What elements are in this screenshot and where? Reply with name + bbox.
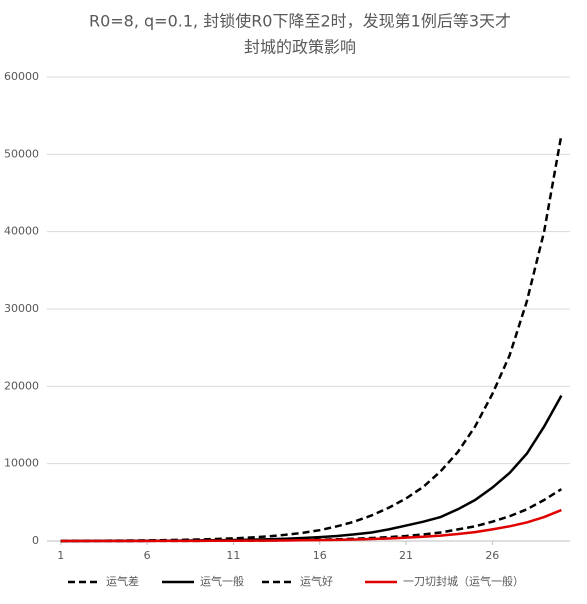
legend-label: 运气差 <box>106 574 139 588</box>
chart-title: 封城的政策影响 <box>244 38 356 57</box>
legend-label: 运气好 <box>300 574 333 588</box>
x-tick-label: 6 <box>144 549 151 562</box>
series-line <box>60 395 563 543</box>
x-tick-label: 11 <box>226 549 240 562</box>
y-tick-label: 0 <box>32 534 39 547</box>
series-line <box>60 488 563 543</box>
y-tick-label: 40000 <box>4 225 39 238</box>
y-tick-label: 10000 <box>4 457 39 470</box>
series-line <box>60 134 563 543</box>
chart-title: R0=8, q=0.1, 封锁使R0下降至2时，发现第1例后等3天才 <box>89 12 511 31</box>
x-tick-label: 1 <box>57 549 64 562</box>
y-tick-label: 20000 <box>4 379 39 392</box>
x-tick-label: 21 <box>399 549 413 562</box>
x-tick-label: 16 <box>313 549 327 562</box>
y-tick-label: 30000 <box>4 302 39 315</box>
legend-label: 一刀切封城（运气一般） <box>403 574 524 588</box>
x-tick-label: 26 <box>485 549 499 562</box>
y-tick-label: 50000 <box>4 147 39 160</box>
series-line <box>60 508 562 543</box>
legend-label: 运气一般 <box>200 574 244 588</box>
y-tick-label: 60000 <box>4 70 39 83</box>
